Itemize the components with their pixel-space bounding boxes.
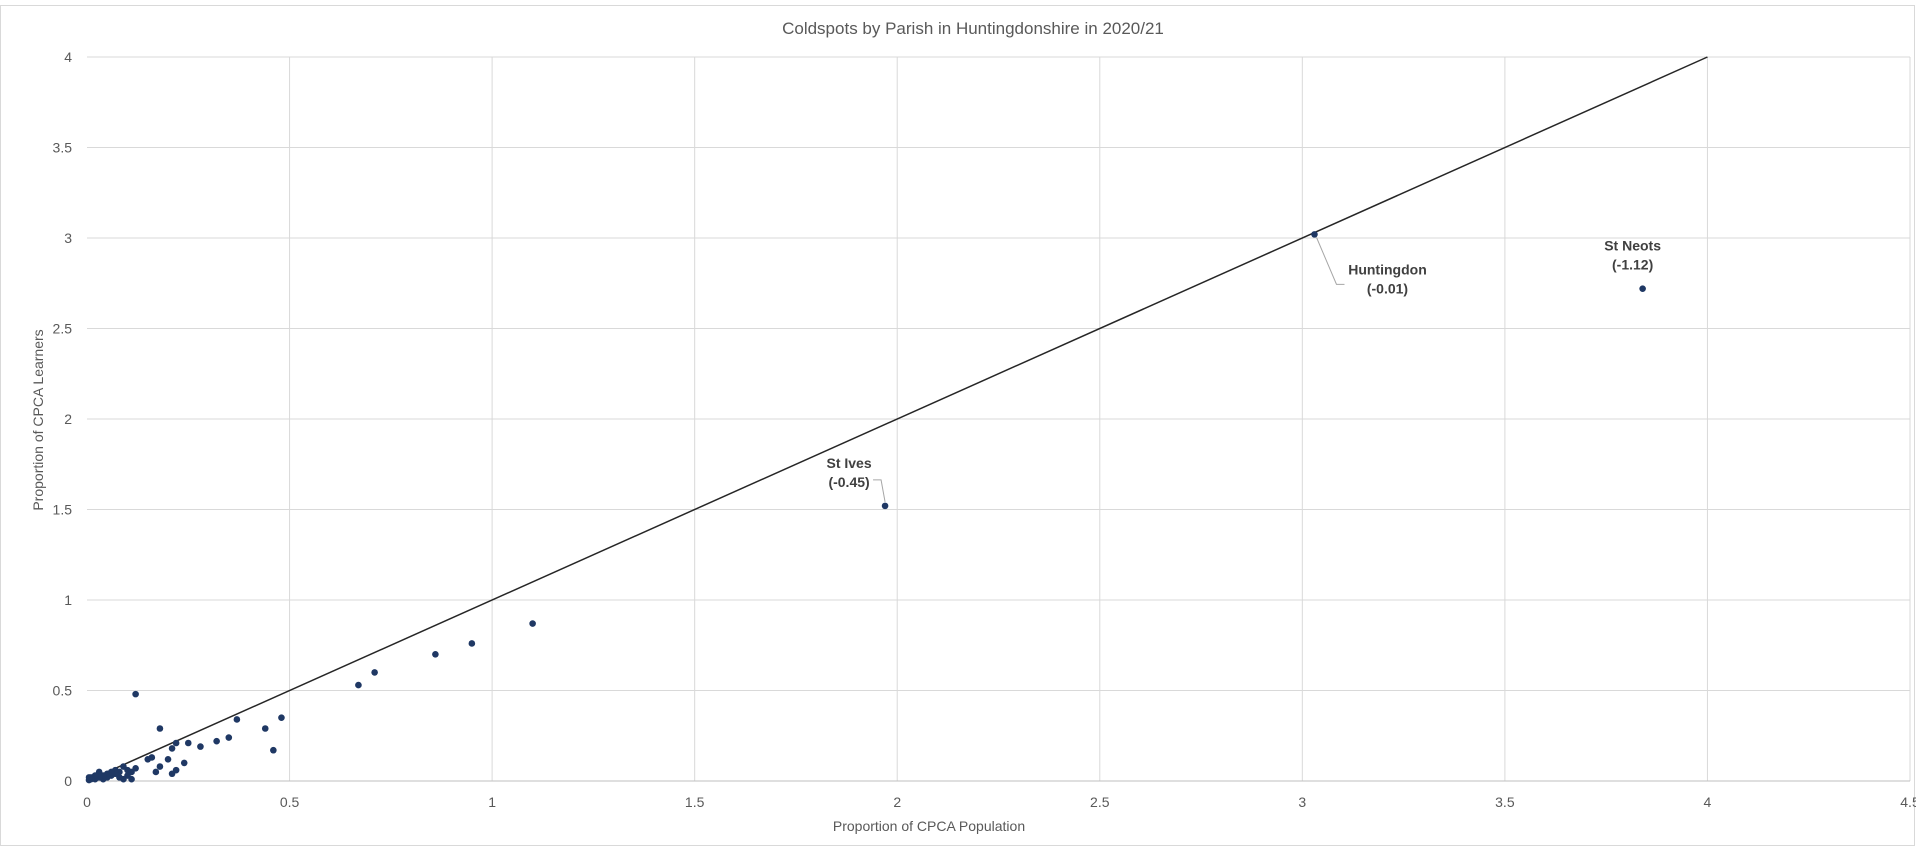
data-point [168,770,176,778]
data-point [270,746,277,754]
x-tick-label: 3 [1298,794,1306,810]
y-tick-label: 2 [64,411,72,427]
y-tick-label: 2.5 [53,321,73,337]
data-point [529,620,536,627]
data-point [156,725,164,732]
data-point [355,681,362,689]
data-point [168,745,176,752]
y-tick-labels: 0 0.5 1 1.5 2 2.5 3 3.5 4 [53,49,73,789]
data-point [120,763,127,770]
data-point [184,739,192,747]
data-point [152,768,160,776]
y-tick-label: 1 [64,592,72,608]
x-tick-labels: 0 0.5 1 1.5 2 2.5 3 3.5 4 4.5 [83,794,1916,810]
x-tick-label: 4 [1704,794,1712,810]
x-tick-label: 2.5 [1090,794,1110,810]
x-tick-label: 0.5 [280,794,300,810]
data-point-labeled [881,502,889,510]
data-point [432,651,439,658]
chart-title: Coldspots by Parish in Huntingdonshire i… [782,19,1164,38]
data-point [261,725,269,732]
data-point-labeled [1311,231,1318,238]
y-tick-label: 4 [64,49,72,65]
point-annotations: St Ives (-0.45) Huntingdon (-0.01) St Neots (… [826,238,1661,490]
x-tick-label: 2 [893,794,901,810]
annotation-label-name: St Neots [1604,238,1661,254]
data-point [233,716,241,723]
data-point [197,743,204,750]
data-point [144,755,152,763]
annotation-label-value: (-1.12) [1612,257,1653,273]
reference-line [86,56,1708,782]
data-point [371,669,378,676]
x-tick-label: 1 [488,794,496,810]
data-point [156,763,164,770]
annotation-label-value: (-0.45) [828,474,869,490]
data-points [85,231,1646,784]
y-tick-label: 0.5 [53,683,73,699]
x-tick-label: 0 [83,794,91,810]
data-point [225,734,233,741]
chart-border [0,5,1915,846]
data-point [278,714,285,721]
data-point-labeled [1639,285,1646,292]
data-point [172,739,180,747]
leader-line [1316,237,1345,285]
leader-line [873,479,886,502]
y-tick-label: 3.5 [53,140,73,156]
y-tick-label: 3 [64,230,72,246]
data-point [180,759,188,767]
y-axis-title: Proportion of CPCA Learners [30,329,46,510]
x-axis-title: Proportion of CPCA Population [833,818,1025,834]
data-point [164,755,172,763]
gridlines [87,56,1911,781]
x-tick-label: 1.5 [685,794,705,810]
annotation-label-value: (-0.01) [1367,280,1408,296]
x-tick-label: 3.5 [1495,794,1515,810]
x-tick-label: 4.5 [1900,794,1916,810]
data-point [213,737,220,745]
y-tick-label: 0 [64,773,72,789]
leader-lines [873,237,1345,502]
annotation-label-name: Huntingdon [1348,261,1427,277]
data-point [132,690,139,698]
data-point [468,640,476,647]
data-point [85,774,93,781]
y-tick-label: 1.5 [53,502,73,518]
annotation-label-name: St Ives [826,455,871,471]
